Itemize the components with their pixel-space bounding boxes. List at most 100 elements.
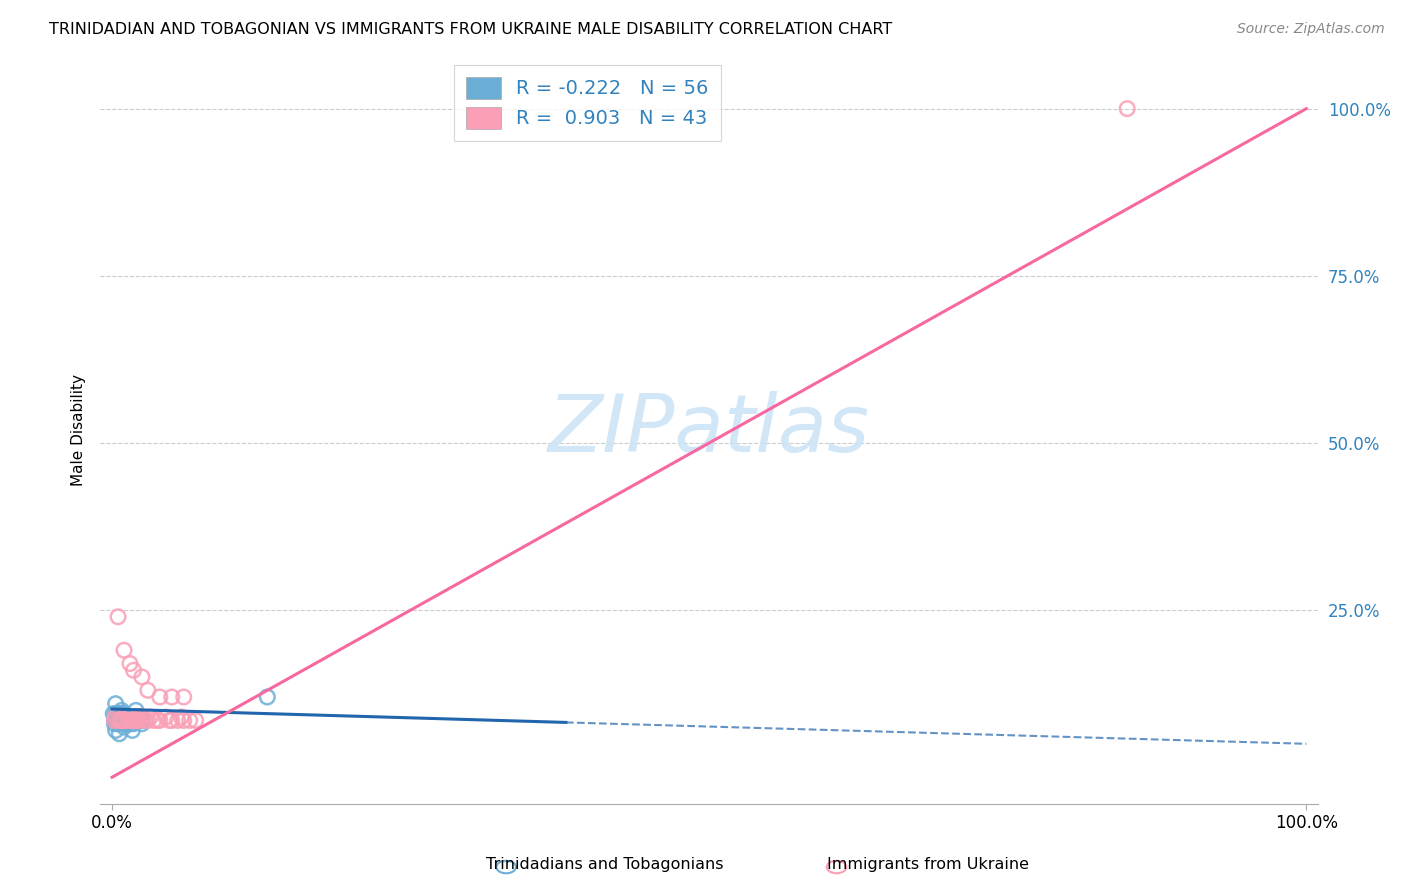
Point — [131, 710, 153, 724]
Point — [115, 714, 138, 728]
Point — [166, 714, 188, 728]
Text: Trinidadians and Tobagonians: Trinidadians and Tobagonians — [486, 857, 723, 872]
Point — [120, 714, 142, 728]
Point — [124, 714, 146, 728]
Point — [118, 657, 141, 671]
Point — [115, 714, 138, 728]
Point — [136, 714, 159, 728]
Point — [124, 714, 146, 728]
Point — [125, 714, 148, 728]
Point — [121, 710, 143, 724]
Point — [184, 714, 207, 728]
Point — [149, 714, 172, 728]
Point — [118, 710, 141, 724]
Point — [112, 714, 135, 728]
Point — [155, 710, 177, 724]
Point — [134, 714, 156, 728]
Point — [120, 710, 142, 724]
Point — [103, 706, 125, 721]
Y-axis label: Male Disability: Male Disability — [72, 374, 86, 485]
Point — [160, 690, 183, 704]
Point — [107, 710, 129, 724]
Point — [132, 710, 155, 724]
Point — [108, 710, 131, 724]
Point — [118, 714, 141, 728]
Point — [118, 714, 141, 728]
Text: Immigrants from Ukraine: Immigrants from Ukraine — [827, 857, 1029, 872]
Point — [111, 706, 134, 721]
Point — [136, 683, 159, 698]
Point — [128, 710, 150, 724]
Point — [103, 714, 125, 728]
Point — [149, 690, 172, 704]
Point — [173, 690, 195, 704]
Point — [127, 710, 149, 724]
Point — [128, 714, 150, 728]
Point — [111, 703, 134, 717]
Point — [114, 710, 136, 724]
Point — [129, 710, 152, 724]
Point — [160, 714, 183, 728]
Point — [131, 714, 153, 728]
Point — [111, 710, 134, 724]
Point — [146, 714, 169, 728]
Point — [107, 609, 129, 624]
Point — [170, 710, 193, 724]
Legend: R = -0.222   N = 56, R =  0.903   N = 43: R = -0.222 N = 56, R = 0.903 N = 43 — [454, 65, 720, 141]
Point — [112, 643, 135, 657]
Point — [122, 716, 145, 731]
Point — [112, 706, 135, 721]
Point — [256, 690, 278, 704]
Text: TRINIDADIAN AND TOBAGONIAN VS IMMIGRANTS FROM UKRAINE MALE DISABILITY CORRELATIO: TRINIDADIAN AND TOBAGONIAN VS IMMIGRANTS… — [49, 22, 893, 37]
Point — [128, 714, 150, 728]
Point — [110, 714, 132, 728]
Point — [125, 714, 148, 728]
Point — [124, 714, 146, 728]
Point — [122, 663, 145, 677]
Point — [115, 710, 138, 724]
Text: Source: ZipAtlas.com: Source: ZipAtlas.com — [1237, 22, 1385, 37]
Point — [127, 714, 149, 728]
Point — [114, 714, 136, 728]
Point — [112, 720, 135, 734]
Point — [103, 714, 125, 728]
Point — [124, 710, 146, 724]
Point — [131, 670, 153, 684]
Text: ZIPatlas: ZIPatlas — [548, 391, 870, 468]
Point — [117, 714, 139, 728]
Point — [121, 723, 143, 738]
Point — [131, 716, 153, 731]
Point — [103, 716, 125, 731]
Point — [110, 706, 132, 721]
Point — [157, 714, 180, 728]
Point — [105, 714, 128, 728]
Point — [107, 716, 129, 731]
Point — [118, 710, 141, 724]
Point — [120, 714, 142, 728]
Point — [125, 710, 148, 724]
Point — [111, 710, 134, 724]
Point — [118, 716, 141, 731]
Point — [105, 710, 128, 724]
Point — [127, 710, 149, 724]
Point — [111, 714, 134, 728]
Point — [111, 714, 134, 728]
Point — [104, 706, 127, 721]
Point — [127, 714, 149, 728]
Point — [111, 714, 134, 728]
Point — [127, 714, 149, 728]
Point — [112, 710, 135, 724]
Point — [127, 710, 149, 724]
Point — [104, 710, 127, 724]
Point — [122, 714, 145, 728]
Point — [108, 727, 131, 741]
Point — [1116, 102, 1139, 116]
Point — [108, 706, 131, 721]
Point — [139, 710, 162, 724]
Point — [173, 714, 195, 728]
Point — [128, 710, 150, 724]
Point — [104, 723, 127, 738]
Point — [110, 714, 132, 728]
Point — [142, 714, 165, 728]
Point — [125, 703, 148, 717]
